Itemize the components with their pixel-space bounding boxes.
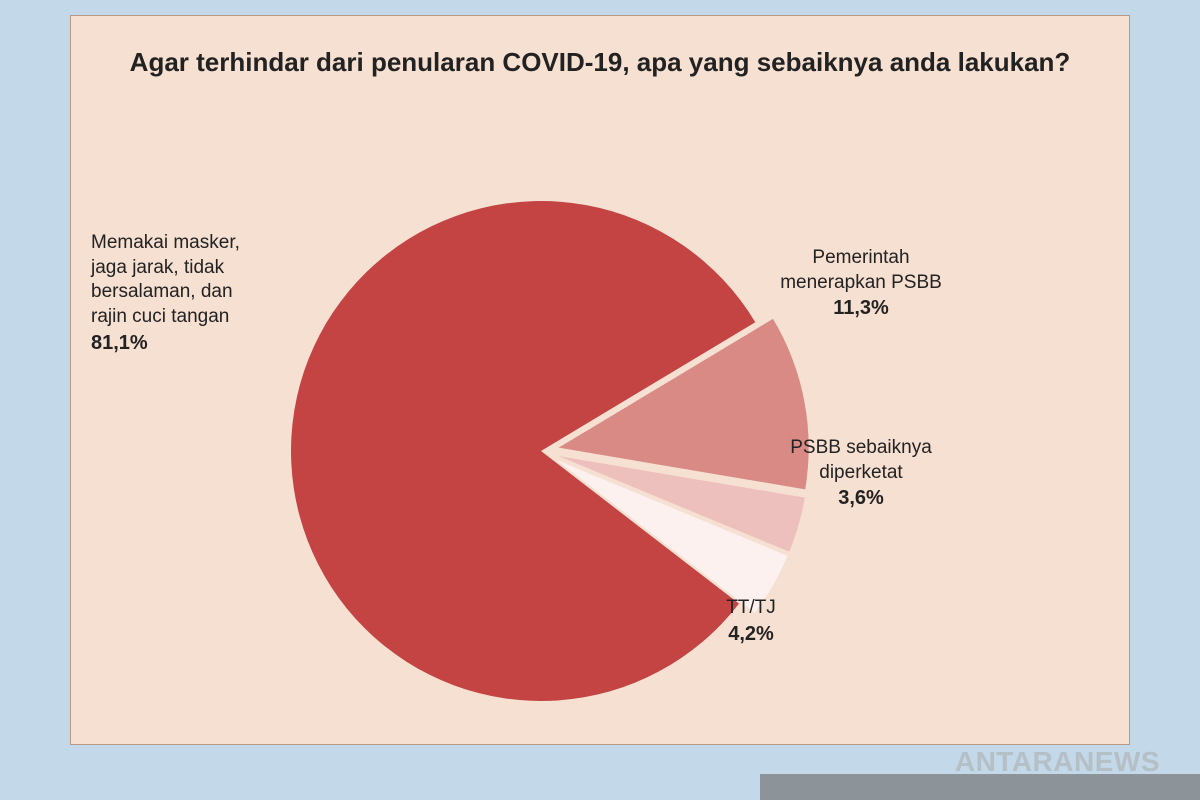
pie-chart: Pemerintahmenerapkan PSBB11,3% PSBB sebai… (71, 156, 1129, 716)
slice-label: PSBB sebaiknyadiperketat3,6% (751, 436, 971, 511)
slice-label: Pemerintahmenerapkan PSBB11,3% (751, 246, 971, 321)
footer-bar (760, 774, 1200, 800)
slice-label: Memakai masker,jaga jarak, tidakbersalam… (91, 231, 240, 356)
slice-label: TT/TJ4,2% (641, 596, 861, 647)
chart-title: Agar terhindar dari penularan COVID-19, … (71, 46, 1129, 79)
chart-card: Agar terhindar dari penularan COVID-19, … (70, 15, 1130, 745)
